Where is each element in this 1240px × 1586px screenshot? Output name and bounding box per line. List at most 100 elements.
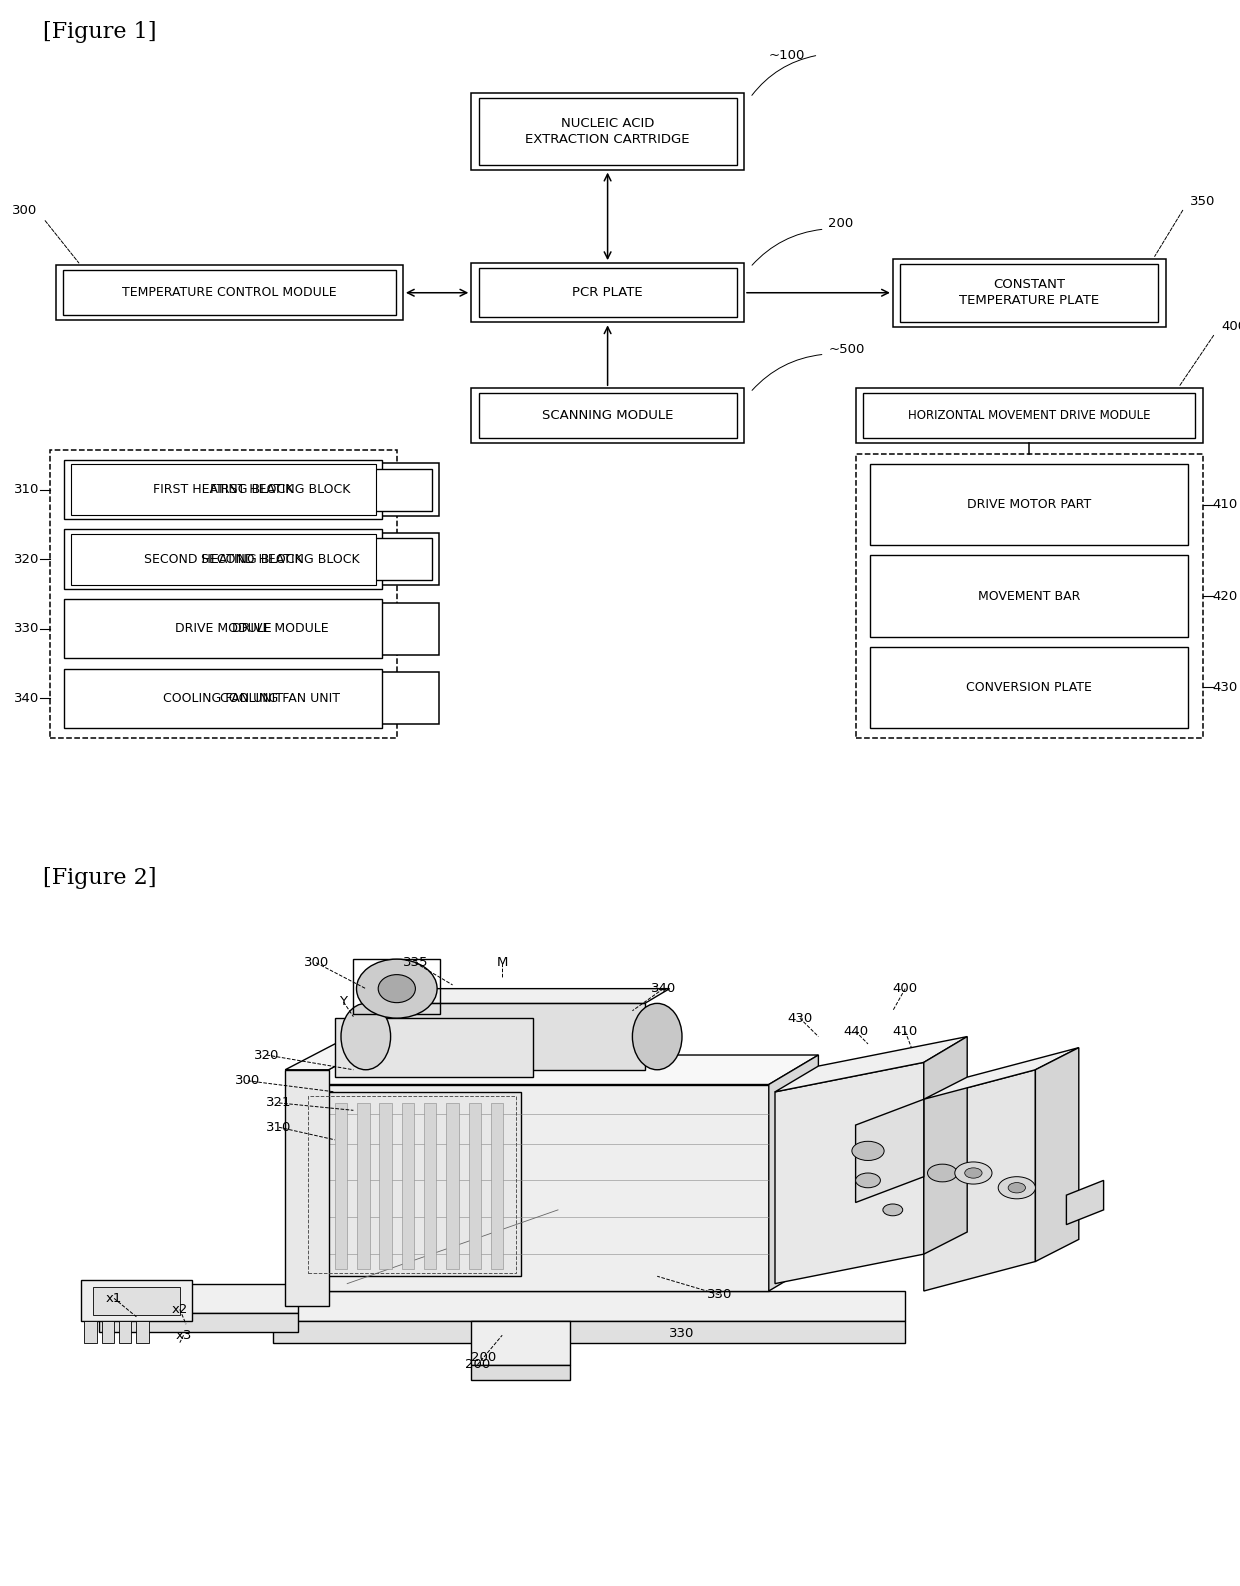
Polygon shape: [471, 1321, 570, 1364]
Bar: [64, 600, 382, 658]
Circle shape: [852, 1142, 884, 1161]
Polygon shape: [469, 1102, 481, 1269]
Text: ~500: ~500: [828, 343, 864, 355]
Text: 430: 430: [1213, 680, 1238, 695]
Polygon shape: [273, 1321, 905, 1343]
Bar: [64, 669, 382, 728]
Text: FIRST HEATING BLOCK: FIRST HEATING BLOCK: [153, 484, 294, 496]
Bar: [119, 1321, 131, 1343]
Polygon shape: [924, 1048, 1079, 1099]
Ellipse shape: [632, 1004, 682, 1069]
Bar: [479, 268, 737, 317]
Polygon shape: [304, 1085, 769, 1291]
Bar: [870, 647, 1188, 728]
Polygon shape: [366, 1004, 645, 1071]
Text: 340: 340: [651, 982, 676, 994]
Polygon shape: [366, 988, 670, 1004]
Text: PCR PLATE: PCR PLATE: [573, 285, 642, 300]
Bar: [64, 460, 382, 519]
Polygon shape: [775, 1037, 967, 1091]
Circle shape: [998, 1177, 1035, 1199]
Text: FIRST HEATING BLOCK: FIRST HEATING BLOCK: [210, 484, 351, 496]
Polygon shape: [99, 1283, 298, 1313]
Text: 320: 320: [254, 1048, 279, 1061]
Polygon shape: [304, 1091, 521, 1277]
Text: [Figure 2]: [Figure 2]: [43, 868, 157, 888]
Bar: [56, 265, 403, 320]
Bar: [479, 393, 737, 438]
Bar: [122, 463, 439, 515]
Bar: [71, 465, 376, 515]
Ellipse shape: [357, 960, 438, 1018]
Text: DRIVE MODULE: DRIVE MODULE: [175, 622, 272, 636]
Bar: [122, 533, 439, 585]
Text: 410: 410: [893, 1025, 918, 1037]
Polygon shape: [769, 1055, 818, 1291]
Text: HORIZONTAL MOVEMENT DRIVE MODULE: HORIZONTAL MOVEMENT DRIVE MODULE: [908, 409, 1151, 422]
Text: 200: 200: [465, 1358, 490, 1372]
Text: 330: 330: [670, 1326, 694, 1340]
Text: 400: 400: [1221, 320, 1240, 333]
Bar: [122, 603, 439, 655]
Text: 335: 335: [403, 956, 428, 969]
Bar: [50, 450, 397, 737]
Text: 300: 300: [304, 956, 329, 969]
Bar: [471, 94, 744, 170]
Bar: [308, 1096, 516, 1272]
Polygon shape: [285, 1071, 329, 1305]
Text: DRIVE MODULE: DRIVE MODULE: [232, 622, 329, 636]
Text: MOVEMENT BAR: MOVEMENT BAR: [978, 590, 1080, 603]
Text: SECOND HEATING BLOCK: SECOND HEATING BLOCK: [201, 552, 360, 566]
Polygon shape: [357, 1102, 370, 1269]
Text: 310: 310: [15, 484, 40, 496]
Polygon shape: [1066, 1180, 1104, 1224]
Circle shape: [1008, 1183, 1025, 1193]
Text: 321: 321: [267, 1096, 291, 1110]
Polygon shape: [312, 1102, 325, 1269]
Circle shape: [965, 1167, 982, 1178]
Bar: [479, 98, 737, 165]
Bar: [63, 270, 396, 316]
Text: 350: 350: [1190, 195, 1215, 208]
Text: 200: 200: [828, 217, 853, 230]
Text: 440: 440: [843, 1025, 868, 1037]
Bar: [471, 389, 744, 444]
Bar: [129, 538, 432, 580]
Text: 300: 300: [12, 205, 37, 217]
Text: DRIVE MOTOR PART: DRIVE MOTOR PART: [967, 498, 1091, 511]
Circle shape: [883, 1204, 903, 1216]
Text: SCANNING MODULE: SCANNING MODULE: [542, 409, 673, 422]
Bar: [71, 534, 376, 585]
Text: CONSTANT
TEMPERATURE PLATE: CONSTANT TEMPERATURE PLATE: [959, 278, 1100, 308]
Text: x2: x2: [171, 1304, 188, 1316]
Polygon shape: [285, 1044, 378, 1071]
Circle shape: [856, 1174, 880, 1188]
Polygon shape: [446, 1102, 459, 1269]
Text: 330: 330: [15, 622, 40, 636]
Polygon shape: [924, 1037, 967, 1255]
Bar: [863, 393, 1195, 438]
Polygon shape: [273, 1291, 905, 1321]
Polygon shape: [304, 1055, 818, 1085]
Bar: [856, 389, 1203, 444]
Ellipse shape: [378, 975, 415, 1002]
Bar: [870, 555, 1188, 636]
Circle shape: [928, 1164, 957, 1182]
Bar: [870, 465, 1188, 546]
Text: NUCLEIC ACID
EXTRACTION CARTRIDGE: NUCLEIC ACID EXTRACTION CARTRIDGE: [526, 117, 689, 146]
Text: 310: 310: [267, 1121, 291, 1134]
Text: COOLING FAN UNIT: COOLING FAN UNIT: [164, 691, 283, 704]
Text: Y: Y: [340, 996, 347, 1009]
Text: SECOND HEATING BLOCK: SECOND HEATING BLOCK: [144, 552, 303, 566]
Bar: [122, 672, 439, 725]
Polygon shape: [424, 1102, 436, 1269]
Text: COOLING FAN UNIT: COOLING FAN UNIT: [221, 691, 340, 704]
Text: 430: 430: [787, 1012, 812, 1025]
Text: 320: 320: [15, 552, 40, 566]
Text: M: M: [496, 956, 508, 969]
Bar: [900, 263, 1158, 322]
Ellipse shape: [341, 1004, 391, 1069]
Polygon shape: [335, 1102, 347, 1269]
Polygon shape: [99, 1313, 298, 1332]
Text: 420: 420: [1213, 590, 1238, 603]
